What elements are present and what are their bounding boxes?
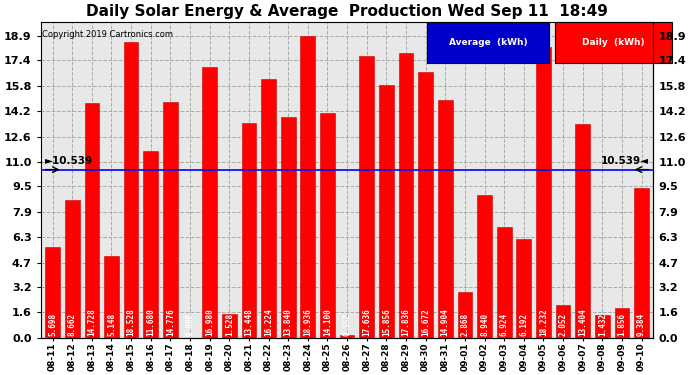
- Text: 6.924: 6.924: [500, 313, 509, 336]
- FancyBboxPatch shape: [426, 22, 549, 63]
- Bar: [399, 53, 413, 338]
- Text: 1.432: 1.432: [598, 313, 607, 336]
- Bar: [300, 36, 315, 338]
- Bar: [320, 113, 335, 338]
- Text: 9.384: 9.384: [637, 313, 646, 336]
- Bar: [438, 100, 453, 338]
- FancyBboxPatch shape: [555, 22, 672, 63]
- Bar: [418, 72, 433, 338]
- Text: 14.100: 14.100: [323, 308, 332, 336]
- Text: 8.940: 8.940: [480, 313, 489, 336]
- Text: 17.636: 17.636: [362, 308, 371, 336]
- Bar: [104, 256, 119, 338]
- Bar: [144, 152, 158, 338]
- Text: 18.232: 18.232: [539, 308, 548, 336]
- Text: ►10.539: ►10.539: [45, 156, 93, 166]
- Bar: [536, 47, 551, 338]
- Bar: [222, 314, 237, 338]
- Text: 13.840: 13.840: [284, 308, 293, 336]
- Text: Copyright 2019 Cartronics.com: Copyright 2019 Cartronics.com: [42, 30, 172, 39]
- Bar: [497, 227, 511, 338]
- Text: 18.936: 18.936: [304, 308, 313, 336]
- Bar: [359, 56, 374, 338]
- Text: 2.052: 2.052: [558, 313, 568, 336]
- Title: Daily Solar Energy & Average  Production Wed Sep 11  18:49: Daily Solar Energy & Average Production …: [86, 4, 608, 19]
- Bar: [595, 315, 610, 338]
- Bar: [634, 188, 649, 338]
- Text: 0.000: 0.000: [186, 313, 195, 336]
- Bar: [46, 247, 60, 338]
- Bar: [281, 117, 295, 338]
- Text: 15.856: 15.856: [382, 308, 391, 336]
- Bar: [262, 79, 276, 338]
- Bar: [163, 102, 178, 338]
- Text: Average  (kWh): Average (kWh): [448, 38, 527, 47]
- Bar: [339, 336, 355, 338]
- Text: 13.448: 13.448: [244, 308, 253, 336]
- Text: 17.836: 17.836: [402, 308, 411, 336]
- Bar: [124, 42, 139, 338]
- Text: 14.904: 14.904: [441, 308, 450, 336]
- Bar: [516, 239, 531, 338]
- Text: 18.528: 18.528: [127, 308, 136, 336]
- Bar: [202, 67, 217, 338]
- Text: Daily  (kWh): Daily (kWh): [582, 38, 645, 47]
- Bar: [84, 103, 99, 338]
- Text: 2.868: 2.868: [460, 313, 469, 336]
- Bar: [65, 200, 79, 338]
- Text: 1.528: 1.528: [225, 313, 234, 336]
- Text: 14.776: 14.776: [166, 308, 175, 336]
- Text: 16.224: 16.224: [264, 308, 273, 336]
- Text: 14.728: 14.728: [88, 308, 97, 336]
- Bar: [575, 124, 590, 338]
- Text: 13.404: 13.404: [578, 308, 587, 336]
- Text: 5.698: 5.698: [48, 313, 57, 336]
- Bar: [457, 292, 472, 338]
- Bar: [241, 123, 256, 338]
- Bar: [555, 305, 571, 338]
- Bar: [477, 195, 492, 338]
- Text: 10.539◄: 10.539◄: [601, 156, 649, 166]
- Text: 5.148: 5.148: [107, 313, 116, 336]
- Bar: [379, 85, 394, 338]
- Text: 11.680: 11.680: [146, 308, 155, 336]
- Bar: [615, 308, 629, 338]
- Text: 8.662: 8.662: [68, 313, 77, 336]
- Text: 6.192: 6.192: [520, 313, 529, 336]
- Text: 0.152: 0.152: [342, 313, 352, 336]
- Text: 16.980: 16.980: [205, 308, 214, 336]
- Text: 16.672: 16.672: [421, 308, 430, 336]
- Text: 1.856: 1.856: [618, 313, 627, 336]
